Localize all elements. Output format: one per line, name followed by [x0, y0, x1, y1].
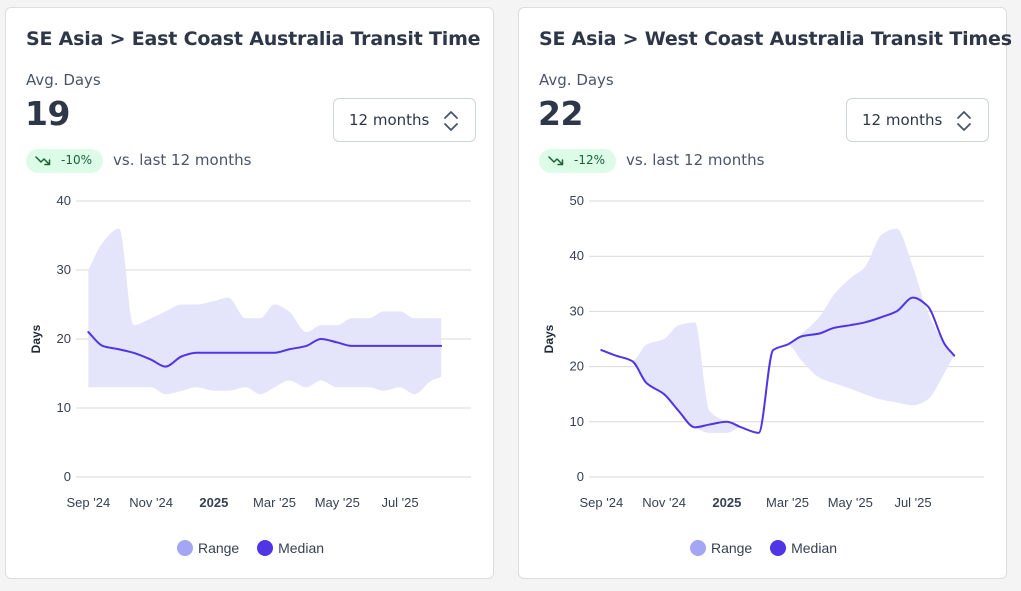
- x-tick-label: Nov '24: [642, 495, 686, 510]
- y-tick-label: 10: [570, 414, 584, 429]
- legend-item-median[interactable]: Median: [770, 540, 838, 557]
- comparison-text: vs. last 12 months: [626, 151, 765, 169]
- legend-item-range[interactable]: Range: [689, 540, 753, 557]
- card-title: SE Asia > East Coast Australia Transit T…: [26, 28, 481, 50]
- x-tick-label: May '25: [828, 495, 873, 510]
- comparison-text: vs. last 12 months: [113, 151, 252, 169]
- trending-down-icon: [548, 156, 564, 166]
- x-tick-label: Mar '25: [253, 495, 296, 510]
- legend-label-median: Median: [278, 540, 325, 557]
- x-tick-label: May '25: [315, 495, 360, 510]
- x-tick-label: Mar '25: [766, 495, 809, 510]
- y-tick-label: 20: [57, 331, 71, 346]
- legend-swatch-range: [176, 540, 193, 557]
- transit-time-chart: 0 10 20 30 40 50 Sep '24 Nov '24 2025 Mar '25 May …: [542, 193, 984, 510]
- legend-swatch-median: [770, 540, 787, 557]
- x-tick-label: Sep '24: [580, 495, 624, 510]
- y-tick-label: 30: [570, 303, 584, 318]
- y-tick-label: 20: [570, 359, 584, 374]
- legend-item-range[interactable]: Range: [176, 540, 240, 557]
- transit-card-west-coast: SE Asia > West Coast Australia Transit T…: [518, 7, 1012, 579]
- x-tick-label: 2025: [199, 495, 228, 510]
- metric-value: 19: [25, 94, 70, 133]
- period-select-value: 12 months: [349, 111, 430, 129]
- y-tick-label: 10: [57, 400, 71, 415]
- change-badge: -10%: [26, 149, 103, 173]
- legend-item-median[interactable]: Median: [257, 540, 325, 557]
- card-title: SE Asia > West Coast Australia Transit T…: [539, 28, 1012, 50]
- legend-swatch-range: [689, 540, 706, 557]
- x-tick-label: Jul '25: [381, 495, 418, 510]
- x-tick-label: Jul '25: [894, 495, 931, 510]
- trending-down-icon: [35, 156, 51, 166]
- period-select[interactable]: 12 months: [846, 98, 989, 142]
- range-band: [88, 228, 442, 395]
- legend-label-median: Median: [791, 540, 838, 557]
- transit-card-east-coast: SE Asia > East Coast Australia Transit T…: [5, 7, 494, 579]
- chart-legend: Range Median: [6, 539, 495, 557]
- y-tick-label: 0: [577, 469, 584, 484]
- legend-swatch-median: [257, 540, 274, 557]
- chevron-up-down-icon: [444, 111, 458, 131]
- change-badge: -12%: [539, 149, 616, 173]
- change-badge-text: -10%: [61, 153, 93, 167]
- y-tick-label: 40: [57, 193, 71, 208]
- median-line: [600, 296, 956, 434]
- metric-label: Avg. Days: [539, 71, 614, 89]
- chevron-up-down-icon: [957, 111, 971, 131]
- legend-label-range: Range: [197, 540, 240, 557]
- y-tick-label: 30: [57, 262, 71, 277]
- legend-label-range: Range: [710, 540, 753, 557]
- transit-time-chart: 0 10 20 30 40 Sep '24 Nov '24 2025 Mar '25 May '2…: [29, 193, 471, 510]
- y-axis-title: Days: [542, 324, 556, 353]
- period-select-value: 12 months: [862, 111, 943, 129]
- range-band: [601, 228, 955, 433]
- period-select[interactable]: 12 months: [333, 98, 476, 142]
- chart-legend: Range Median: [519, 539, 1008, 557]
- change-badge-text: -12%: [574, 153, 606, 167]
- y-tick-label: 0: [64, 469, 71, 484]
- x-tick-label: Sep '24: [67, 495, 111, 510]
- x-tick-label: 2025: [712, 495, 741, 510]
- x-tick-label: Nov '24: [129, 495, 173, 510]
- y-tick-label: 50: [570, 193, 584, 208]
- metric-value: 22: [538, 94, 583, 133]
- y-axis-title: Days: [29, 324, 43, 353]
- median-line: [87, 331, 443, 368]
- y-tick-label: 40: [570, 248, 584, 263]
- metric-label: Avg. Days: [26, 71, 101, 89]
